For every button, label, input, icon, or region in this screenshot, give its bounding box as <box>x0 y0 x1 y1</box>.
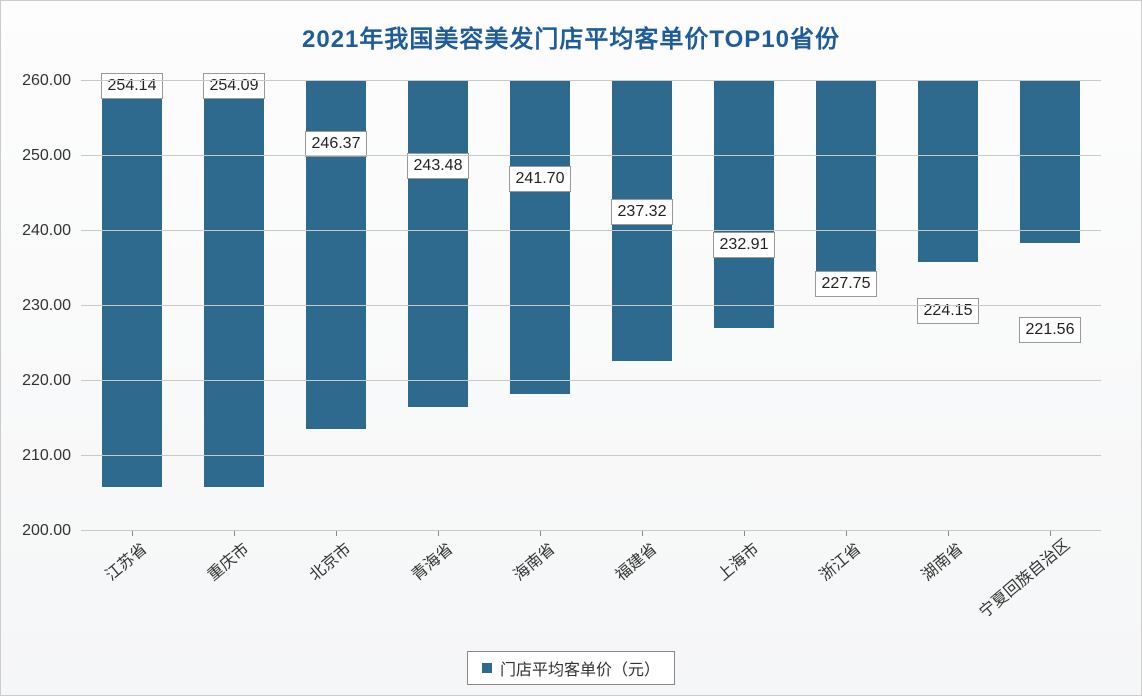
bar-slot: 221.56 <box>999 81 1101 531</box>
x-label-slot: 浙江省 <box>795 531 897 641</box>
gridline <box>81 80 1101 81</box>
bar-slot: 243.48 <box>387 81 489 531</box>
x-axis-label: 湖南省 <box>915 536 967 585</box>
gridline <box>81 380 1101 381</box>
x-label-slot: 宁夏回族自治区 <box>999 531 1101 641</box>
gridline <box>81 230 1101 231</box>
x-label-slot: 上海市 <box>693 531 795 641</box>
x-axis-label: 福建省 <box>609 536 661 585</box>
data-label: 224.15 <box>917 298 980 324</box>
y-tick-label: 200.00 <box>22 522 71 540</box>
x-axis-label: 青海省 <box>405 536 457 585</box>
x-axis-label: 北京市 <box>303 536 355 585</box>
data-label: 241.70 <box>509 166 572 192</box>
bar <box>918 81 977 262</box>
x-label-slot: 江苏省 <box>81 531 183 641</box>
bar <box>510 81 569 394</box>
bar-slot: 232.91 <box>693 81 795 531</box>
x-axis-labels: 江苏省 重庆市 北京市 青海省 海南省 福建省 上海市 浙江省 湖南省宁夏回族自治区 <box>81 531 1101 641</box>
x-label-slot: 青海省 <box>387 531 489 641</box>
bar-slot: 254.14 <box>81 81 183 531</box>
x-tick <box>642 531 643 536</box>
y-tick-label: 250.00 <box>22 147 71 165</box>
x-axis-label: 江苏省 <box>99 536 151 585</box>
x-tick <box>132 531 133 536</box>
data-label: 243.48 <box>407 153 470 179</box>
x-label-slot: 重庆市 <box>183 531 285 641</box>
bars-wrap: 254.14254.09 246.37 243.48 241.70 237.32 232.… <box>81 81 1101 531</box>
x-axis-label: 上海市 <box>711 536 763 585</box>
bar-slot: 241.70 <box>489 81 591 531</box>
x-tick <box>234 531 235 536</box>
x-tick <box>540 531 541 536</box>
bar-slot: 227.75 <box>795 81 897 531</box>
bar <box>204 81 263 487</box>
data-label: 246.37 <box>305 131 368 157</box>
legend-swatch <box>482 663 492 673</box>
y-tick-label: 260.00 <box>22 72 71 90</box>
y-tick-label: 210.00 <box>22 447 71 465</box>
x-tick <box>948 531 949 536</box>
y-tick-label: 220.00 <box>22 372 71 390</box>
gridline <box>81 305 1101 306</box>
x-tick <box>438 531 439 536</box>
x-axis-label: 海南省 <box>507 536 559 585</box>
bar-slot: 237.32 <box>591 81 693 531</box>
chart-container: 2021年我国美容美发门店平均客单价TOP10省份 254.14254.0924… <box>0 0 1142 696</box>
bar <box>408 81 467 407</box>
chart-title: 2021年我国美容美发门店平均客单价TOP10省份 <box>1 19 1141 54</box>
x-tick <box>744 531 745 536</box>
data-label: 254.14 <box>101 73 164 99</box>
x-axis-label: 浙江省 <box>813 536 865 585</box>
x-label-slot: 湖南省 <box>897 531 999 641</box>
x-label-slot: 海南省 <box>489 531 591 641</box>
legend-text: 门店平均客单价（元） <box>500 656 660 680</box>
gridline <box>81 155 1101 156</box>
bar <box>1020 81 1079 243</box>
y-tick-label: 240.00 <box>22 222 71 240</box>
x-tick <box>1050 531 1051 536</box>
x-tick <box>336 531 337 536</box>
y-tick-label: 230.00 <box>22 297 71 315</box>
x-axis-label: 重庆市 <box>201 536 253 585</box>
bar-slot: 254.09 <box>183 81 285 531</box>
bar <box>816 81 875 289</box>
data-label: 237.32 <box>611 199 674 225</box>
bar <box>714 81 773 328</box>
bar-slot: 224.15 <box>897 81 999 531</box>
x-label-slot: 北京市 <box>285 531 387 641</box>
data-label: 227.75 <box>815 271 878 297</box>
x-tick <box>846 531 847 536</box>
data-label: 254.09 <box>203 73 266 99</box>
bar-slot: 246.37 <box>285 81 387 531</box>
x-label-slot: 福建省 <box>591 531 693 641</box>
bar <box>102 81 161 487</box>
legend: 门店平均客单价（元） <box>467 651 675 685</box>
data-label: 221.56 <box>1019 317 1082 343</box>
data-label: 232.91 <box>713 232 776 258</box>
plot-area: 254.14254.09 246.37 243.48 241.70 237.32 232.… <box>81 81 1101 531</box>
gridline <box>81 455 1101 456</box>
